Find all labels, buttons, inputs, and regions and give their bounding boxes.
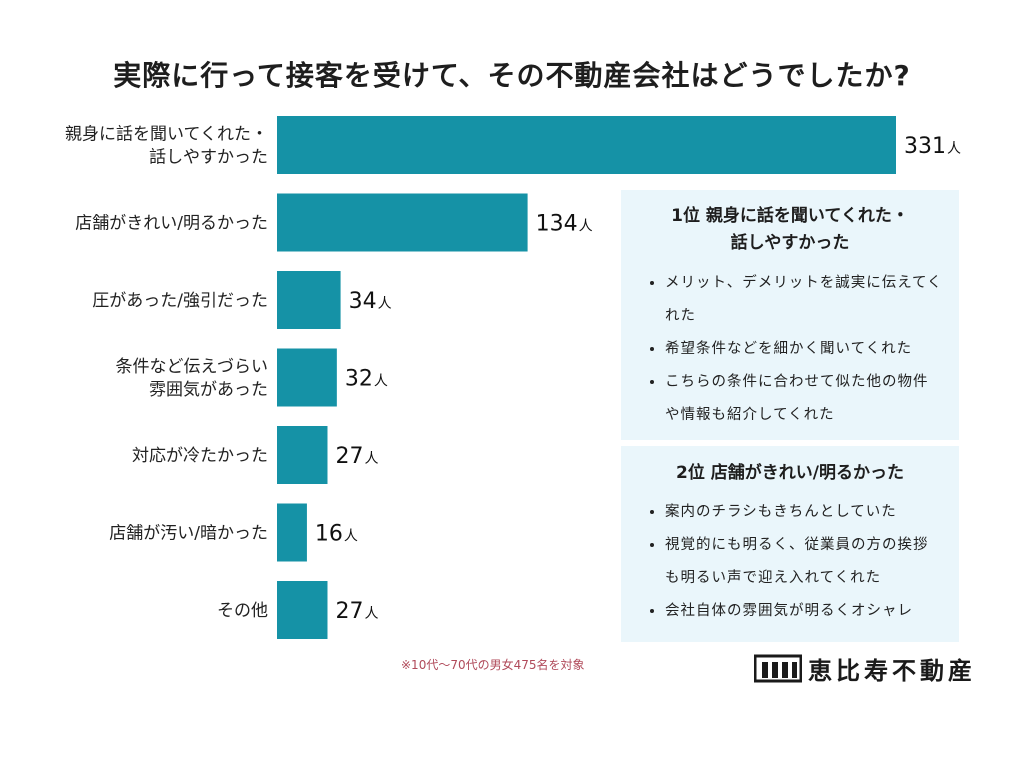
rank-2-heading: 2位 店舗がきれい/明るかった	[676, 463, 904, 483]
category-label: 店舗が汚い/暗かった	[109, 524, 268, 544]
rank-1-list: メリット、デメリットを誠実に伝えてくれた 希望条件などを細かく聞いてくれた こち…	[637, 267, 943, 432]
list-item: 会社自体の雰囲気が明るくオシャレ	[665, 595, 943, 628]
bar	[277, 116, 896, 174]
category-label: 圧があった/強引だった	[92, 291, 268, 311]
category-label: 話しやすかった	[149, 148, 268, 168]
category-label: その他	[217, 601, 268, 621]
bar	[277, 581, 328, 639]
list-item: 案内のチラシもきちんとしていた	[665, 496, 943, 529]
building-logo-icon	[754, 654, 802, 683]
logo-text: 恵比寿不動産	[808, 656, 976, 685]
bar	[277, 348, 337, 407]
data-label: 16人	[315, 522, 358, 547]
bar	[277, 426, 328, 484]
list-item: 視覚的にも明るく、従業員の方の挨拶も明るい声で迎え入れてくれた	[665, 529, 943, 595]
bar	[277, 193, 528, 252]
category-label: 条件など伝えづらい	[116, 357, 269, 377]
rank-2-list: 案内のチラシもきちんとしていた 視覚的にも明るく、従業員の方の挨拶も明るい声で迎…	[637, 496, 943, 628]
category-label: 店舗がきれい/明るかった	[75, 214, 268, 234]
survey-note: ※10代〜70代の男女475名を対象	[401, 658, 585, 672]
bar	[277, 271, 341, 329]
category-label: 親身に話を聞いてくれた・	[65, 125, 268, 145]
rank-1-heading-line2: 話しやすかった	[730, 233, 850, 253]
data-label: 331人	[904, 134, 961, 159]
chart-title: 実際に行って接客を受けて、その不動産会社はどうでしたか?	[113, 59, 911, 92]
data-label: 27人	[335, 599, 378, 624]
list-item: こちらの条件に合わせて似た他の物件や情報も紹介してくれた	[665, 366, 943, 432]
rank-1-heading-line1: 1位 親身に話を聞いてくれた・	[671, 206, 909, 226]
rank-1-panel: 1位 親身に話を聞いてくれた・ 話しやすかった メリット、デメリットを誠実に伝え…	[621, 190, 959, 440]
data-label: 32人	[345, 367, 388, 392]
rank-2-panel: 2位 店舗がきれい/明るかった 案内のチラシもきちんとしていた 視覚的にも明るく…	[621, 446, 959, 642]
list-item: メリット、デメリットを誠実に伝えてくれた	[665, 267, 943, 333]
list-item: 希望条件などを細かく聞いてくれた	[665, 333, 943, 366]
company-logo: 恵比寿不動産	[754, 651, 976, 685]
category-label: 雰囲気があった	[149, 380, 268, 400]
data-label: 134人	[536, 212, 593, 237]
data-label: 34人	[349, 289, 392, 314]
bar	[277, 503, 307, 562]
data-label: 27人	[335, 444, 378, 469]
rank-1-heading: 1位 親身に話を聞いてくれた・ 話しやすかった	[637, 190, 943, 257]
category-label: 対応が冷たかった	[132, 446, 268, 466]
